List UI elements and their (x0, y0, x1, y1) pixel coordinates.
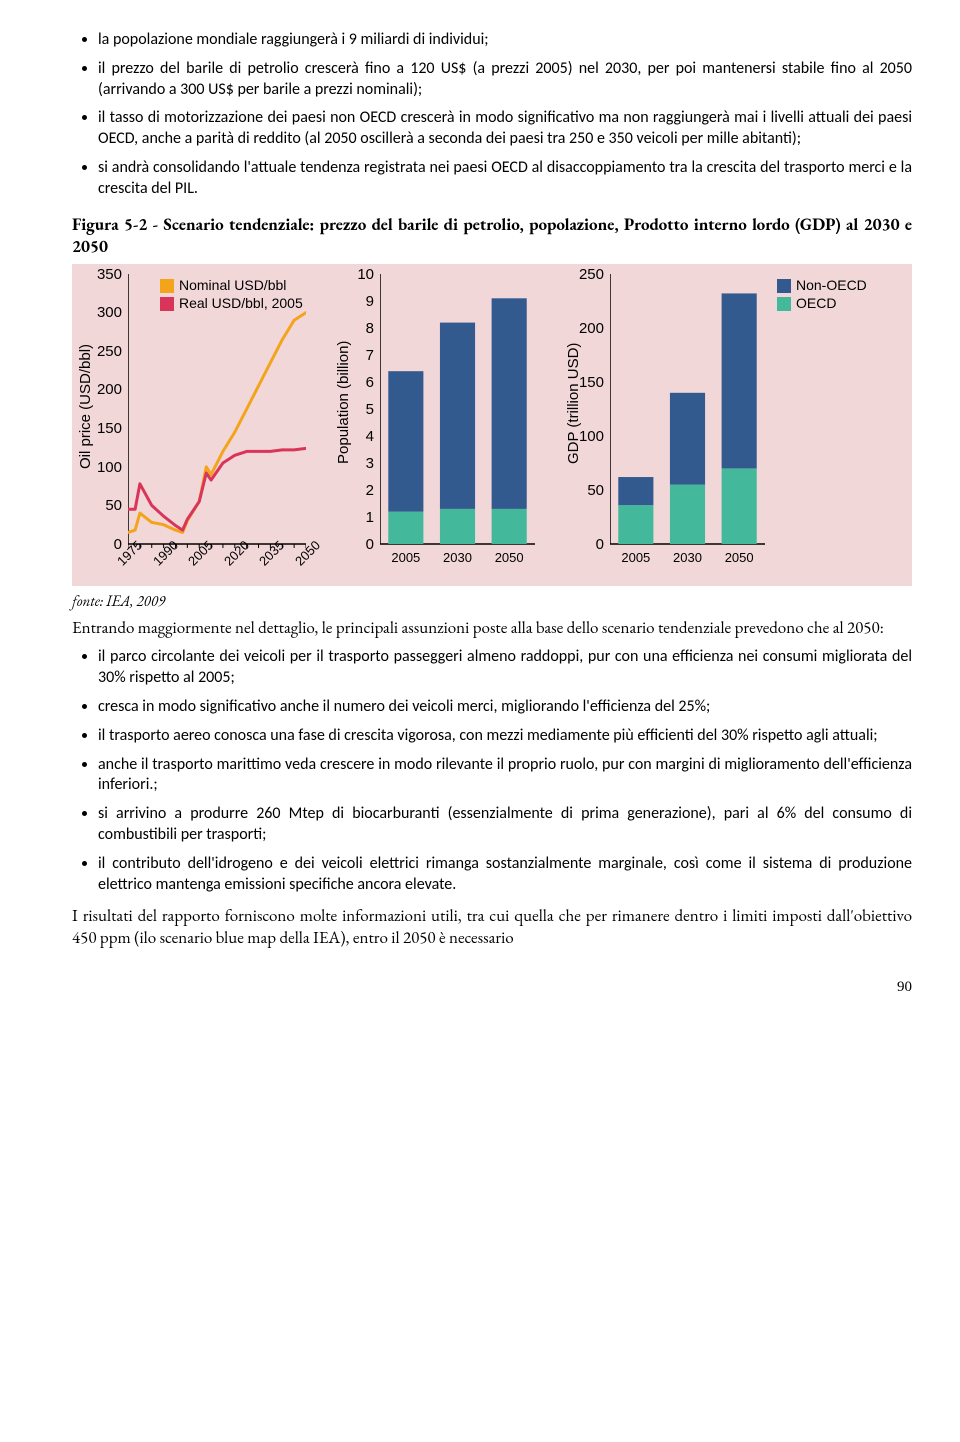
chart-label: 200 (572, 319, 604, 339)
bullets-bottom: il parco circolante dei veicoli per il t… (72, 647, 912, 895)
legend-oil: Nominal USD/bbl Real USD/bbl, 2005 (160, 276, 303, 312)
chart-label: 10 (342, 265, 374, 285)
chart-label: 50 (90, 496, 122, 516)
bullet: si arrivino a produrre 260 Mtep di bioca… (98, 804, 912, 846)
legend-label: OECD (796, 295, 836, 311)
bullet: il tasso di motorizzazione dei paesi non… (98, 108, 912, 150)
bullets-top: la popolazione mondiale raggiungerà i 9 … (72, 30, 912, 200)
legend-gdp: Non-OECD OECD (777, 276, 867, 312)
bullet: il trasporto aereo conosca una fase di c… (98, 726, 912, 747)
bullet: anche il trasporto marittimo veda cresce… (98, 755, 912, 797)
chart-label: 50 (572, 481, 604, 501)
paragraph: Entrando maggiormente nel dettaglio, le … (72, 617, 912, 639)
chart-label: 2 (342, 481, 374, 501)
legend-label: Nominal USD/bbl (179, 277, 286, 293)
bullet: la popolazione mondiale raggiungerà i 9 … (98, 30, 912, 51)
page-number: 90 (72, 978, 912, 998)
legend-swatch-icon (160, 297, 174, 311)
figure-caption: Figura 5-2 - Scenario tendenziale: prezz… (72, 214, 912, 258)
chart-label: 2050 (489, 550, 529, 567)
chart-label: 250 (572, 265, 604, 285)
chart-label: 1 (342, 508, 374, 528)
chart-label: GDP (trillion USD) (564, 342, 584, 463)
chart-label: 0 (572, 535, 604, 555)
paragraph: I risultati del rapporto forniscono molt… (72, 905, 912, 949)
chart-label: Population (billion) (334, 340, 354, 463)
chart-label: 0 (90, 535, 122, 555)
chart-label: 8 (342, 319, 374, 339)
chart-label: 2005 (386, 550, 426, 567)
chart-label: 9 (342, 292, 374, 312)
legend-swatch-icon (160, 279, 174, 293)
legend-label: Real USD/bbl, 2005 (179, 295, 303, 311)
bullet: il contributo dell'idrogeno e dei veicol… (98, 854, 912, 896)
chart-label: Oil price (USD/bbl) (76, 344, 96, 469)
bullet: il prezzo del barile di petrolio crescer… (98, 59, 912, 101)
legend-label: Non-OECD (796, 277, 867, 293)
legend-swatch-icon (777, 279, 791, 293)
figure-5-2: 0501001502002503003501975199020052020203… (72, 264, 912, 586)
chart-label: 300 (90, 303, 122, 323)
figure-source: fonte: IEA, 2009 (72, 592, 912, 612)
chart-label: 350 (90, 265, 122, 285)
legend-swatch-icon (777, 297, 791, 311)
chart-label: 2005 (616, 550, 656, 567)
chart-label: 2030 (438, 550, 478, 567)
bullet: il parco circolante dei veicoli per il t… (98, 647, 912, 689)
chart-label: 2050 (719, 550, 759, 567)
bullet: cresca in modo significativo anche il nu… (98, 697, 912, 718)
chart-label: 0 (342, 535, 374, 555)
bullet: si andrà consolidando l'attuale tendenza… (98, 158, 912, 200)
chart-label: 2030 (668, 550, 708, 567)
